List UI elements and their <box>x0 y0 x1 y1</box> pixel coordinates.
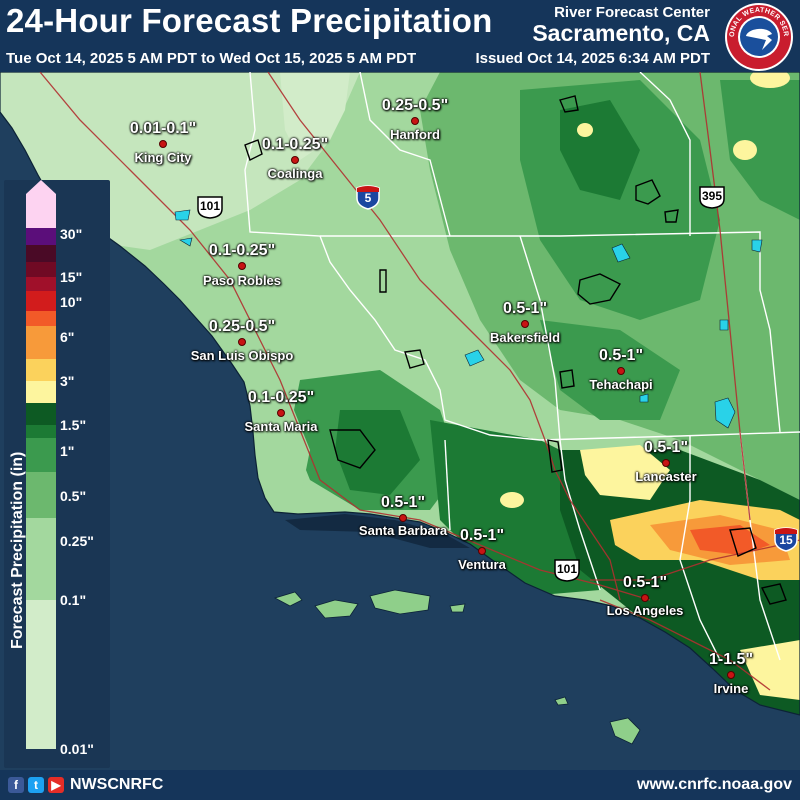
legend-swatch <box>26 326 56 359</box>
twitter-icon[interactable]: t <box>28 777 44 793</box>
legend-swatch-top <box>26 180 56 228</box>
city-label: Coalinga <box>267 166 323 181</box>
legend-swatch <box>26 228 56 245</box>
city-label: Lancaster <box>635 469 697 484</box>
legend: Forecast Precipitation (in) 30" 15" 10" … <box>4 180 110 768</box>
city-dot <box>238 338 246 346</box>
legend-tick-6: 6" <box>60 329 75 345</box>
legend-swatch <box>26 403 56 425</box>
precipitation-map <box>0 72 800 770</box>
city-label: Hanford <box>390 127 440 142</box>
coastal-shadow <box>285 514 470 548</box>
valid-period: Tue Oct 14, 2025 5 AM PDT to Wed Oct 15,… <box>6 50 417 67</box>
amount-label: 0.1-0.25" <box>208 242 276 259</box>
us-395-shield: 395 <box>698 185 726 209</box>
amount-label: 0.5-1" <box>380 494 426 511</box>
amount-label: 0.5-1" <box>459 527 505 544</box>
website-link[interactable]: www.cnrfc.noaa.gov <box>637 776 792 793</box>
burn-scar-outlines <box>244 95 787 605</box>
city-dot <box>478 547 486 555</box>
amount-label: 0.01-0.1" <box>129 120 197 137</box>
us-101-shield-north: 101 <box>196 195 224 219</box>
city-label: Los Angeles <box>606 603 684 618</box>
amount-label: 0.1-0.25" <box>247 389 315 406</box>
legend-swatch <box>26 438 56 472</box>
legend-tick-1-5: 1.5" <box>60 417 87 433</box>
legend-tick-1: 1" <box>60 443 75 459</box>
amount-label: 0.1-0.25" <box>261 136 329 153</box>
city-label: Paso Robles <box>202 273 282 288</box>
footer-bar: f t ▶ NWSCNRFC www.cnrfc.noaa.gov <box>0 770 800 800</box>
city-label: Santa Barbara <box>358 523 448 538</box>
legend-swatch <box>26 291 56 311</box>
map-title: 24-Hour Forecast Precipitation <box>6 2 493 39</box>
social-handle[interactable]: NWSCNRFC <box>70 776 164 793</box>
legend-tick-15: 15" <box>60 269 83 285</box>
city-dot <box>521 320 529 328</box>
shield-number: 101 <box>556 562 578 576</box>
legend-swatch <box>26 518 56 600</box>
youtube-icon[interactable]: ▶ <box>48 777 64 793</box>
legend-tick-0-1: 0.1" <box>60 592 87 608</box>
city-label: King City <box>134 150 192 165</box>
legend-swatch <box>26 600 56 749</box>
amount-label: 0.5-1" <box>643 439 689 456</box>
interstate-15-shield: 15 <box>773 526 799 552</box>
legend-swatch <box>26 277 56 291</box>
city-label: Tehachapi <box>589 377 653 392</box>
amount-label: 0.25-0.5" <box>208 318 276 335</box>
channel-islands <box>273 589 641 745</box>
legend-tick-30: 30" <box>60 226 83 242</box>
county-lines <box>244 72 800 661</box>
amount-label: 0.5-1" <box>622 574 668 591</box>
shield-number: 5 <box>364 191 372 205</box>
legend-tick-0-5: 0.5" <box>60 488 87 504</box>
legend-swatch <box>26 472 56 518</box>
legend-swatch <box>26 381 56 403</box>
legend-tick-10: 10" <box>60 294 83 310</box>
city-dot <box>238 262 246 270</box>
city-dot <box>617 367 625 375</box>
lakes <box>174 209 763 429</box>
city-dot <box>411 117 419 125</box>
legend-tick-0-25: 0.25" <box>60 533 94 549</box>
header-bar: 24-Hour Forecast Precipitation Tue Oct 1… <box>0 0 800 72</box>
city-label: San Luis Obispo <box>190 348 294 363</box>
us-101-shield-south: 101 <box>553 558 581 582</box>
nws-logo: NATIONAL WEATHER SERVICE <box>722 2 793 71</box>
city-label: Santa Maria <box>244 419 318 434</box>
legend-color-bar <box>26 180 56 749</box>
forecast-center-name: River Forecast Center <box>554 4 710 21</box>
city-dot <box>291 156 299 164</box>
legend-tick-0-01: 0.01" <box>60 741 94 757</box>
legend-swatch <box>26 262 56 277</box>
shield-number: 101 <box>199 199 221 213</box>
legend-tick-3: 3" <box>60 373 75 389</box>
shield-number: 395 <box>701 189 723 203</box>
issued-time: Issued Oct 14, 2025 6:34 AM PDT <box>475 50 710 67</box>
amount-label: 0.5-1" <box>502 300 548 317</box>
city-dot <box>399 514 407 522</box>
city-label: Bakersfield <box>489 330 561 345</box>
legend-swatch <box>26 425 56 438</box>
city-dot <box>662 459 670 467</box>
city-dot <box>159 140 167 148</box>
amount-label: 0.25-0.5" <box>381 97 449 114</box>
legend-swatch <box>26 311 56 326</box>
forecast-center-city: Sacramento, CA <box>532 20 710 46</box>
facebook-icon[interactable]: f <box>8 777 24 793</box>
legend-title: Forecast Precipitation (in) <box>9 451 26 649</box>
legend-swatch <box>26 245 56 262</box>
amount-label: 1-1.5" <box>708 651 754 668</box>
city-dot <box>641 594 649 602</box>
amount-label: 0.5-1" <box>598 347 644 364</box>
legend-swatch <box>26 359 56 381</box>
interstate-5-shield: 5 <box>355 184 381 210</box>
city-label: Ventura <box>458 557 506 572</box>
city-dot <box>727 671 735 679</box>
city-label: Irvine <box>713 681 749 696</box>
city-dot <box>277 409 285 417</box>
shield-number: 15 <box>779 533 793 547</box>
